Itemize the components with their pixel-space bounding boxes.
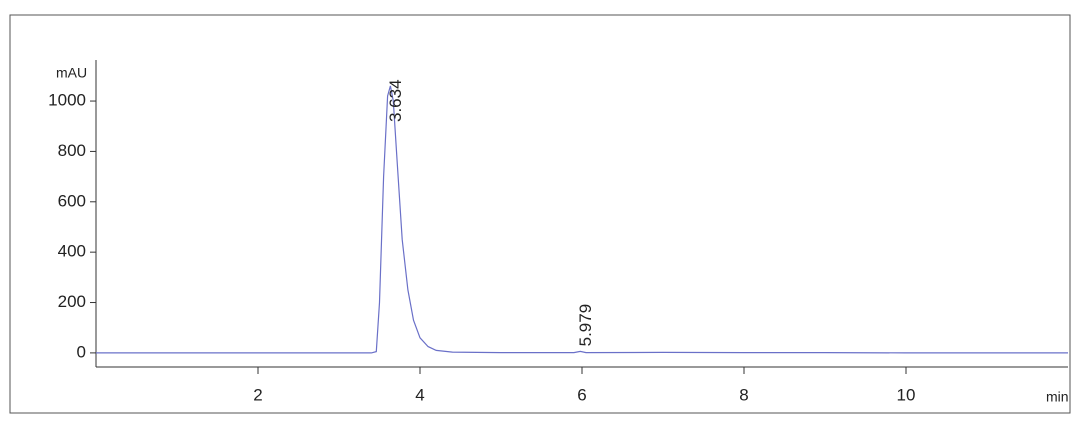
peak-label: 5.979 <box>576 304 595 347</box>
peak-label: 3.634 <box>386 79 405 122</box>
x-tick-label: 4 <box>415 385 424 404</box>
x-tick-label: 6 <box>577 385 586 404</box>
y-tick-label: 400 <box>58 242 86 261</box>
x-tick-label: 10 <box>897 385 916 404</box>
y-tick-label: 800 <box>58 141 86 160</box>
x-tick-label: 2 <box>253 385 262 404</box>
y-tick-label: 200 <box>58 292 86 311</box>
y-tick-label: 0 <box>77 342 86 361</box>
x-axis-label: min <box>1046 389 1069 405</box>
y-tick-label: 600 <box>58 191 86 210</box>
y-tick-label: 1000 <box>48 91 86 110</box>
y-axis-label: mAU <box>56 65 87 81</box>
frame <box>9 14 1071 414</box>
trace <box>96 85 1068 354</box>
x-tick-label: 8 <box>739 385 748 404</box>
